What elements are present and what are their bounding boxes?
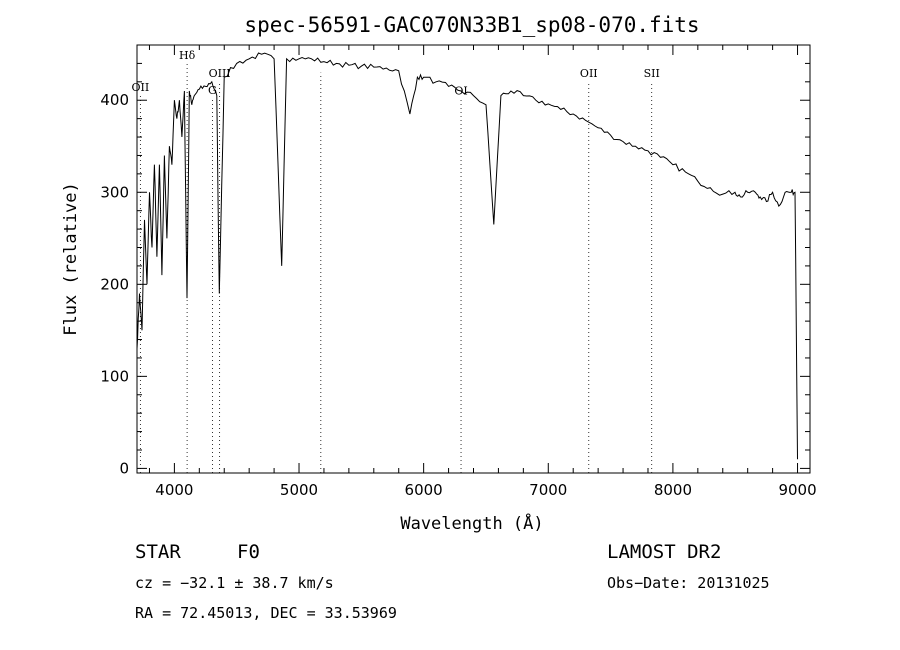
line-label: OII: [132, 81, 150, 94]
observation-date: Obs−Date: 20131025: [607, 574, 770, 592]
y-tick-label: 300: [100, 183, 129, 201]
coordinates: RA = 72.45013, DEC = 33.53969: [135, 604, 397, 622]
x-tick-label: 8000: [654, 481, 692, 499]
chart-title: spec-56591-GAC070N33B1_sp08-070.fits: [244, 13, 699, 37]
spectrum-line: [136, 52, 798, 460]
line-label: OII: [580, 67, 598, 80]
plot-frame: [136, 44, 811, 474]
x-axis-label: Wavelength (Å): [400, 512, 543, 534]
redshift-velocity: cz = −32.1 ± 38.7 km/s: [135, 574, 334, 592]
survey-name: LAMOST DR2: [607, 541, 722, 563]
object-subclass: F0: [237, 541, 260, 563]
y-tick-label: 200: [100, 275, 129, 293]
y-axis-label: Flux (relative): [61, 182, 81, 336]
x-tick-label: 4000: [155, 481, 193, 499]
line-label: G: [208, 84, 217, 97]
x-tick-label: 7000: [529, 481, 567, 499]
y-tick-label: 100: [100, 367, 129, 385]
x-axis-ticks: 4000 5000 6000 7000 8000 9000: [148, 45, 817, 499]
x-tick-label: 9000: [778, 481, 816, 499]
x-tick-label: 6000: [405, 481, 443, 499]
line-label: Hδ: [179, 49, 196, 62]
y-tick-label: 0: [119, 459, 129, 477]
y-tick-label: 400: [100, 91, 129, 109]
x-tick-label: 5000: [280, 481, 318, 499]
line-label: SII: [644, 67, 660, 80]
line-label: OIII: [209, 67, 231, 80]
y-axis-ticks: 0 100 200 300 400: [100, 62, 810, 477]
object-class: STAR: [135, 541, 181, 563]
